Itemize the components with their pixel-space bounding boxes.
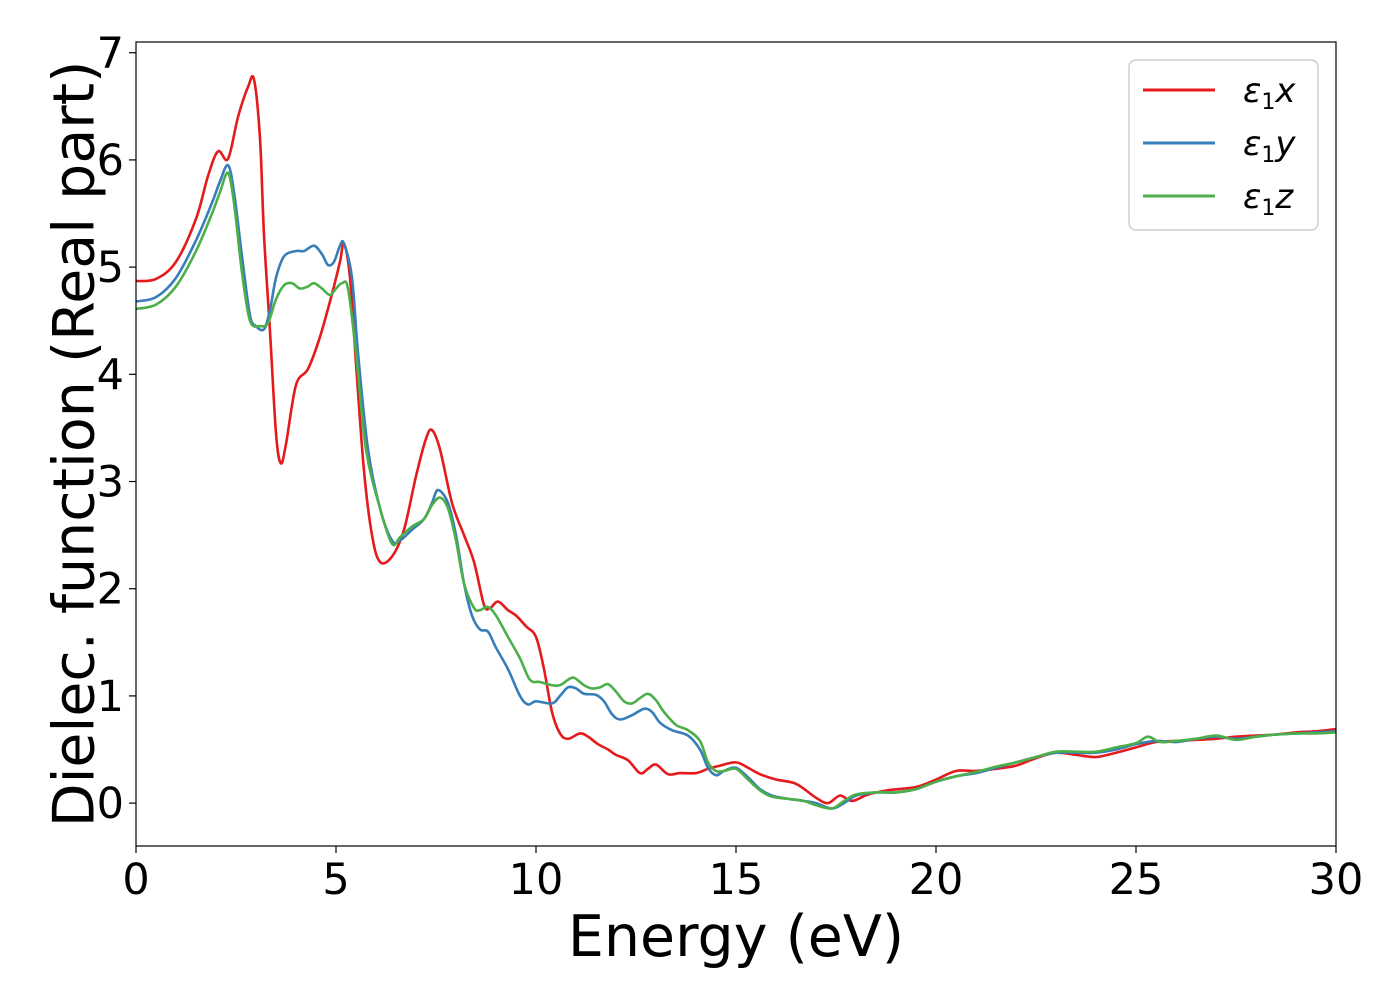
x-tick-label: 10 [509,855,564,905]
x-tick-label: 30 [1309,855,1364,905]
legend-label-y: ε1y [1243,124,1296,168]
x-tick-label: 5 [322,855,349,905]
legend-label-axis: x [1274,71,1296,111]
x-tick-label: 25 [1109,855,1164,905]
series-line-z [136,171,1336,810]
y-tick-label: 4 [97,350,124,400]
x-axis: 0 5 10 15 20 25 30 [122,846,1363,905]
legend-label-axis: y [1274,124,1296,164]
legend-label-x: ε1x [1243,71,1296,115]
x-axis-title: Energy (eV) [568,904,904,970]
y-tick-label: 2 [97,565,124,615]
legend-label-base: ε [1243,124,1261,164]
x-tick-label: 20 [909,855,964,905]
y-axis: 0 1 2 3 4 5 6 7 [97,29,136,829]
x-tick-label: 15 [709,855,764,905]
y-tick-label: 0 [97,779,124,829]
legend-label-subscript: 1 [1261,90,1275,115]
y-tick-label: 6 [97,136,124,186]
legend-label-subscript: 1 [1261,196,1275,221]
series-layer [136,74,1336,810]
legend-label-subscript: 1 [1261,143,1275,168]
y-axis-title: Dielec. function (Real part) [42,61,108,828]
y-tick-label: 5 [97,243,124,293]
legend-label-base: ε [1243,177,1261,217]
y-tick-label: 3 [97,458,124,508]
x-tick-label: 0 [122,855,149,905]
legend-label-base: ε [1243,71,1261,111]
legend-box [1128,59,1319,231]
y-tick-label: 7 [97,29,124,79]
legend-label-z: ε1z [1243,177,1294,221]
y-tick-label: 1 [97,672,124,722]
legend-label-axis: z [1274,177,1294,217]
series-line-x [136,74,1336,805]
